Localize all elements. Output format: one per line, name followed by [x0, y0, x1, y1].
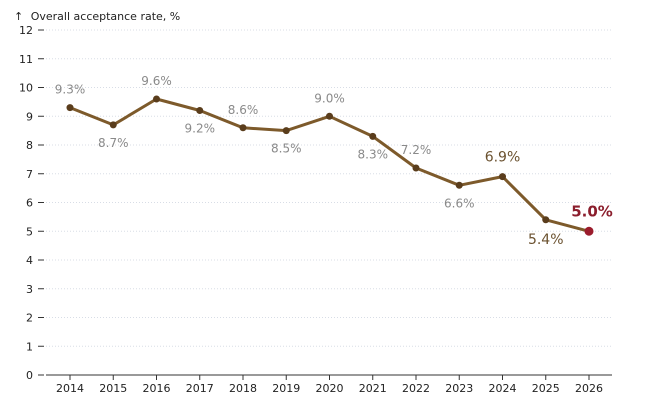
y-tick-label-5: 5 — [26, 225, 33, 238]
x-tick-label-2017: 2017 — [186, 382, 214, 395]
x-tick-label-2019: 2019 — [272, 382, 300, 395]
y-axis-title-text: Overall acceptance rate, % — [31, 10, 181, 23]
data-label-2026: 5.0% — [571, 202, 613, 220]
x-tick-label-2023: 2023 — [445, 382, 473, 395]
x-tick-label-2025: 2025 — [532, 382, 560, 395]
data-point-2019 — [282, 127, 290, 135]
data-label-2019: 8.5% — [271, 142, 302, 156]
y-tick-label-4: 4 — [26, 254, 33, 267]
data-label-2014: 9.3% — [55, 83, 86, 97]
x-tick-label-2022: 2022 — [402, 382, 430, 395]
data-points — [66, 95, 594, 236]
data-point-2016 — [153, 95, 160, 103]
gridlines — [46, 29, 612, 347]
y-tick-label-0: 0 — [26, 369, 33, 382]
data-label-2018: 8.6% — [228, 103, 259, 117]
data-point-2014 — [66, 104, 74, 112]
data-point-2021 — [369, 132, 377, 140]
y-tick-label-1: 1 — [26, 340, 33, 353]
data-point-2017 — [196, 107, 204, 114]
data-point-2020 — [326, 112, 333, 120]
data-point-2015 — [109, 121, 117, 129]
y-tick-label-6: 6 — [26, 197, 33, 210]
data-point-2023 — [455, 181, 463, 189]
x-tick-label-2021: 2021 — [359, 382, 387, 395]
data-label-2016: 9.6% — [141, 74, 172, 88]
data-label-2022: 7.2% — [401, 143, 432, 157]
y-tick-label-12: 12 — [19, 24, 33, 37]
data-point-2025 — [542, 216, 550, 224]
y-tick-label-2: 2 — [26, 312, 33, 325]
y-axis-title: ↑ Overall acceptance rate, % — [14, 10, 180, 23]
y-tick-label-9: 9 — [26, 110, 33, 123]
x-tick-label-2024: 2024 — [489, 382, 517, 395]
y-axis-arrow: ↑ — [14, 10, 23, 23]
data-point-2026 — [584, 226, 594, 236]
y-tick-label-3: 3 — [26, 283, 33, 296]
data-point-2022 — [412, 164, 420, 172]
data-label-2023: 6.6% — [444, 196, 475, 210]
x-tick-label-2018: 2018 — [229, 382, 257, 395]
data-labels: 9.3% 8.7% 9.6% 9.2% 8.6% 8.5% 9.0% 8.3% 7.2% 6.6%… — [55, 74, 613, 248]
y-tick-label-7: 7 — [26, 168, 33, 181]
data-label-2021: 8.3% — [358, 147, 389, 161]
data-point-2024 — [499, 173, 506, 181]
y-tick-label-10: 10 — [19, 82, 33, 95]
data-label-2025: 5.4% — [528, 232, 564, 248]
data-label-2015: 8.7% — [98, 136, 129, 150]
data-label-2017: 9.2% — [185, 122, 216, 136]
x-tick-label-2026: 2026 — [575, 382, 603, 395]
x-tick-label-2016: 2016 — [143, 382, 171, 395]
y-tick-label-11: 11 — [19, 53, 33, 66]
x-tick-label-2015: 2015 — [99, 382, 127, 395]
y-tick-label-8: 8 — [26, 139, 33, 152]
data-point-2018 — [239, 124, 247, 132]
x-tick-label-2020: 2020 — [316, 382, 344, 395]
x-tick-label-2014: 2014 — [56, 382, 84, 395]
data-label-2020: 9.0% — [314, 91, 345, 105]
data-label-2024: 6.9% — [485, 150, 521, 166]
